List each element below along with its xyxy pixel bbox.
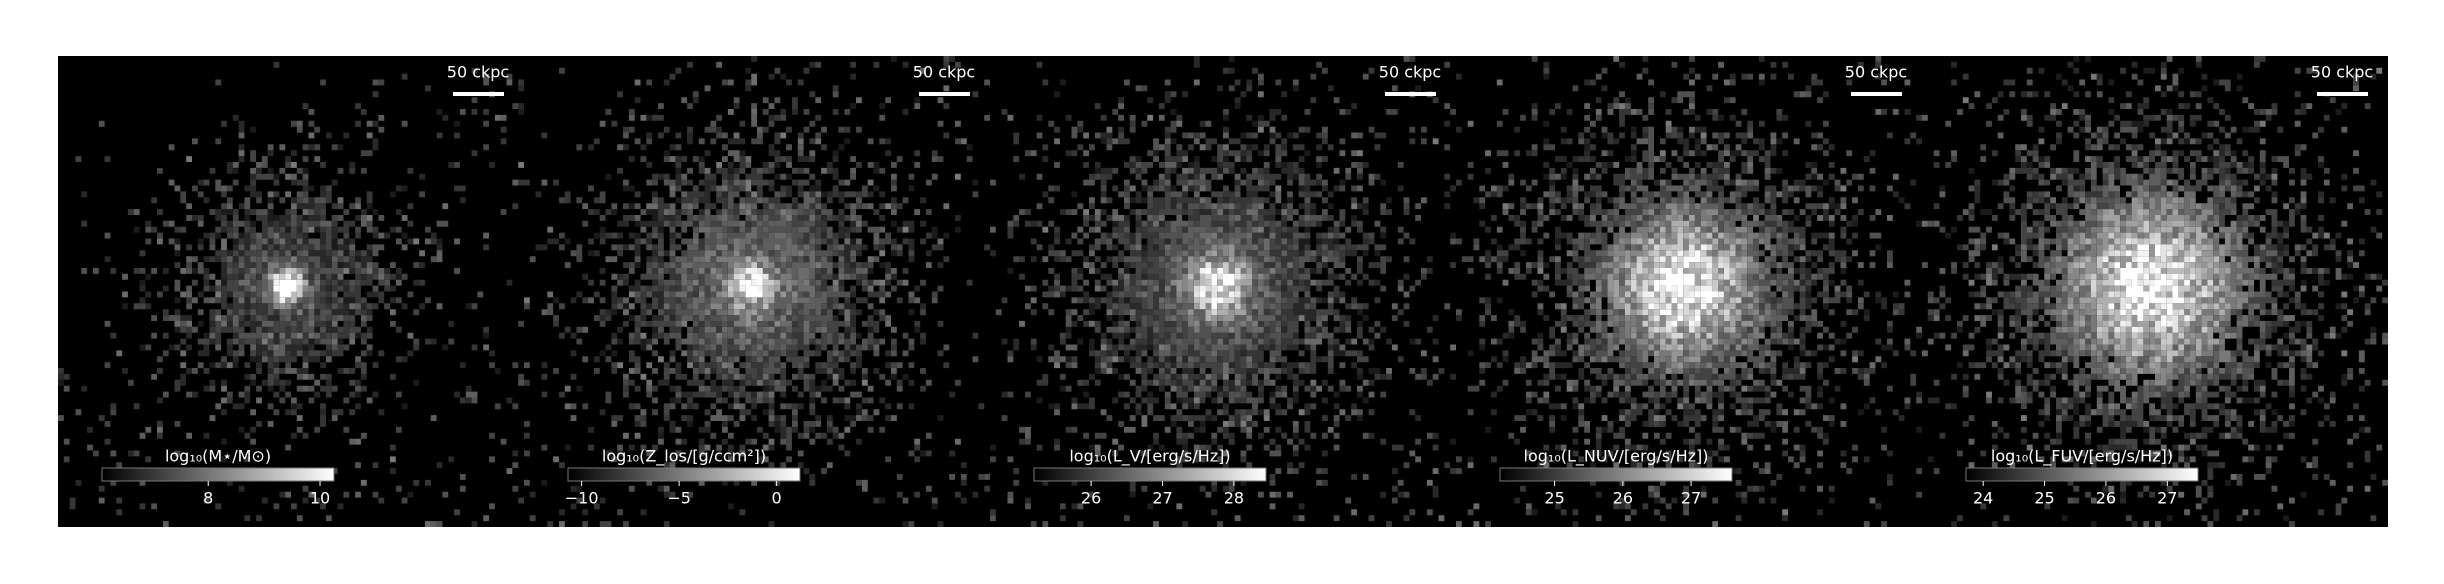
scale-bar-label: 50 ckpc (2311, 63, 2373, 82)
panel: 50 ckpc log₁₀(M⋆/M⊙) 8 10 (58, 61, 525, 527)
image-pixels (296, 273, 303, 280)
image-pixels (1648, 250, 1719, 327)
image-pixels (1176, 244, 1247, 321)
panel: 50 ckpc log₁₀(L_V/[erg/s/Hz]) 26 27 28 (990, 56, 1457, 527)
colorbar (1499, 467, 1733, 482)
scale-bar-label: 50 ckpc (913, 63, 975, 82)
colorbar-tick-label: 26 (1081, 489, 1101, 508)
colorbar-label: log₁₀(L_NUV/[erg/s/Hz]) (1524, 447, 1709, 467)
image-pixels (727, 262, 775, 304)
image-pixels (2090, 220, 2214, 357)
image-pixels (541, 61, 961, 492)
colorbar-tick-label: 0 (772, 489, 782, 508)
scale-bar-label: 50 ckpc (447, 63, 509, 82)
image-pixels (2079, 232, 2225, 363)
image-pixels (273, 273, 292, 304)
image-pixels (2108, 238, 2208, 333)
image-pixels (727, 268, 775, 310)
image-pixels (1642, 244, 1724, 316)
image-pixels (2056, 191, 2249, 386)
colorbar-label: log₁₀(M⋆/M⊙) (165, 447, 271, 466)
image-pixels (1193, 262, 1241, 298)
image-pixels (273, 279, 297, 298)
image-pixels (739, 273, 763, 298)
panel: 50 ckpc log₁₀(L_FUV/[erg/s/Hz]) 24 25 26 27 (1922, 56, 2389, 527)
image-pixels (1927, 61, 2389, 527)
scale-bar-label: 50 ckpc (1845, 63, 1907, 82)
image-pixels (739, 268, 769, 280)
colorbar-tick-label: 27 (1152, 489, 1172, 508)
image-pixels (273, 273, 303, 286)
image-pixels (291, 268, 297, 304)
colorbar-label: log₁₀(L_FUV/[erg/s/Hz]) (1991, 447, 2173, 467)
image-pixels (1933, 56, 2389, 522)
panel: 50 ckpc log₁₀(L_NUV/[erg/s/Hz]) 25 26 27 (1456, 56, 1923, 527)
colorbar-tick-label: 27 (2157, 489, 2177, 508)
image-pixels (1607, 209, 1754, 369)
colorbar (101, 467, 335, 482)
image-pixels (1630, 232, 1742, 339)
image-pixels (990, 91, 1439, 527)
colorbar-tick-label: 26 (2096, 489, 2116, 508)
colorbar-tick-label: 25 (1544, 489, 1564, 508)
image-pixels (1188, 273, 1247, 310)
colorbar-tick-label: 24 (1973, 489, 1993, 508)
image-pixels (1456, 61, 1923, 527)
image-pixels (990, 56, 1457, 527)
image-pixels (710, 250, 798, 327)
image-pixels (58, 85, 525, 527)
colorbar-tick-label: −5 (667, 489, 691, 508)
colorbar (567, 467, 801, 482)
image-pixels (547, 73, 967, 527)
panel: 50 ckpc log₁₀(Z_los/[g/ccm²]) −10 −5 0 (524, 56, 991, 527)
colorbar-label: log₁₀(Z_los/[g/ccm²]) (602, 447, 766, 467)
colorbar (1033, 467, 1267, 482)
image-pixels (1927, 61, 2383, 527)
colorbar-tick-label: 10 (310, 489, 330, 508)
image-pixels (116, 114, 513, 527)
image-pixels (1630, 244, 1736, 339)
image-pixels (2067, 209, 2231, 369)
image-pixels (1199, 268, 1235, 298)
image-pixels (273, 273, 297, 304)
image-pixels (98, 79, 519, 527)
image-pixels (1007, 79, 1457, 522)
image-pixels (1193, 250, 1253, 316)
colorbar-tick-label: −10 (565, 489, 599, 508)
image-pixels (1456, 61, 1923, 522)
image-pixels (267, 273, 309, 286)
colorbar-label: log₁₀(L_V/[erg/s/Hz]) (1069, 447, 1230, 467)
scale-bar-label: 50 ckpc (1379, 63, 1441, 82)
image-pixels (990, 56, 1457, 510)
colorbar (1965, 467, 2199, 482)
image-pixels (524, 56, 985, 527)
colorbar-tick-label: 28 (1224, 489, 1244, 508)
image-pixels (524, 61, 991, 527)
image-pixels (1962, 67, 2383, 451)
image-pixels (1456, 56, 1923, 527)
image-pixels (733, 273, 740, 280)
colorbar-tick-label: 8 (203, 489, 213, 508)
colorbar-tick-label: 26 (1613, 489, 1633, 508)
image-pixels (273, 285, 309, 310)
image-pixels (1193, 268, 1241, 316)
image-pixels (990, 61, 1457, 527)
colorbar-tick-label: 27 (1681, 489, 1701, 508)
image-pixels (2061, 197, 2237, 374)
image-pixels (1199, 268, 1235, 310)
image-pixels (524, 132, 961, 386)
image-pixels (524, 79, 991, 504)
image-pixels (2108, 244, 2190, 327)
colorbar-tick-label: 25 (2034, 489, 2054, 508)
